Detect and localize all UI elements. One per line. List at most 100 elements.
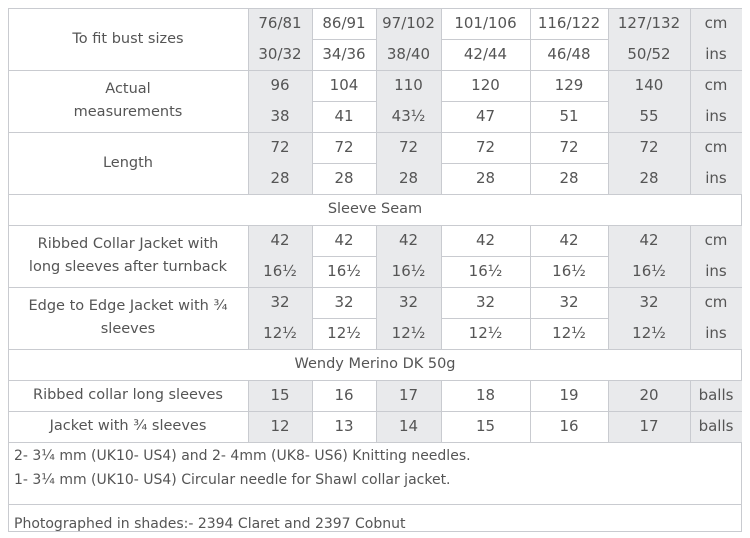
table-cell: 116/122 [537, 14, 601, 32]
row-divider [8, 225, 742, 226]
table-cell: 55 [608, 101, 690, 132]
table-cell: 12 [248, 411, 312, 442]
column-divider [376, 411, 377, 442]
column-divider [376, 380, 377, 411]
column-divider [441, 380, 442, 411]
table-cell: 96 [248, 70, 312, 101]
column-divider [248, 411, 249, 442]
row-divider [248, 101, 742, 102]
column-divider [312, 380, 313, 411]
row-label-line: Jacket with ¾ sleeves [49, 418, 207, 434]
unit-cell: ins [690, 39, 742, 70]
section-heading: Wendy Merino DK 50g [294, 356, 456, 372]
table-cell: 86/91 [322, 14, 366, 32]
row-label-line: To fit bust sizes [72, 30, 184, 47]
column-divider [690, 287, 691, 349]
table-cell: 16½ [327, 262, 361, 280]
column-divider [690, 380, 691, 411]
column-divider [376, 225, 377, 287]
row-divider [8, 70, 742, 71]
column-divider [608, 287, 609, 349]
table-cell: 51 [559, 107, 579, 125]
row-label: Jacket with ¾ sleeves [8, 411, 248, 442]
unit-cell: balls [690, 411, 742, 442]
table-cell: 15 [475, 417, 496, 435]
table-cell: 72 [248, 132, 312, 163]
table-cell: 17 [376, 380, 441, 411]
table-cell: 32 [376, 287, 441, 318]
table-cell: 32 [334, 293, 354, 311]
column-divider [608, 132, 609, 194]
table-cell: 72 [608, 132, 690, 163]
unit-cell: cm [690, 132, 742, 163]
row-label-line: Length [102, 154, 153, 171]
column-divider [376, 287, 377, 349]
column-divider [608, 70, 609, 132]
column-divider [608, 411, 609, 442]
column-divider [312, 70, 313, 132]
row-label-line: Ribbed collar long sleeves [33, 387, 223, 403]
section-heading: Sleeve Seam [327, 201, 423, 217]
row-label-line: long sleeves after turnback [28, 259, 228, 275]
row-divider [248, 163, 742, 164]
row-label-line: measurements [73, 104, 183, 120]
row-label-line: Ribbed Collar Jacket with [37, 236, 219, 252]
table-cell: 14 [376, 411, 441, 442]
row-label: Ribbed Collar Jacket with long sleeves af… [8, 225, 248, 287]
table-cell: 28 [475, 169, 496, 187]
column-divider [530, 411, 531, 442]
table-cell: 127/132 [608, 8, 690, 39]
row-label-line: Actual [105, 81, 151, 97]
column-divider [441, 8, 442, 70]
table-cell: 15 [248, 380, 312, 411]
table-cell: 42 [475, 231, 496, 249]
table-cell: 19 [559, 386, 579, 404]
table-cell: 32 [475, 293, 496, 311]
table-cell: 32 [248, 287, 312, 318]
table-cell: 43½ [376, 101, 441, 132]
column-divider [441, 411, 442, 442]
row-divider [8, 287, 742, 288]
table-cell: 28 [334, 169, 354, 187]
table-cell: 42 [334, 231, 354, 249]
column-divider [608, 8, 609, 70]
column-divider [376, 8, 377, 70]
table-cell: 76/81 [248, 8, 312, 39]
table-cell: 42 [608, 225, 690, 256]
unit-cell: ins [690, 163, 742, 194]
table-cell: 16 [334, 386, 354, 404]
table-cell: 110 [376, 70, 441, 101]
table-cell: 72 [559, 138, 579, 156]
column-divider [248, 287, 249, 349]
row-label: Actual measurements [8, 70, 248, 132]
table-cell: 12½ [608, 318, 690, 349]
table-cell: 16½ [468, 262, 503, 280]
row-divider [248, 39, 742, 40]
table-cell: 12½ [552, 324, 586, 342]
table-cell: 16 [559, 417, 579, 435]
column-divider [530, 8, 531, 70]
column-divider [248, 8, 249, 70]
table-cell: 42 [248, 225, 312, 256]
row-label: Edge to Edge Jacket with ¾ sleeves [8, 287, 248, 349]
row-divider [8, 442, 742, 443]
row-label-line: Edge to Edge Jacket with ¾ [28, 298, 228, 314]
table-cell: 20 [608, 380, 690, 411]
table-cell: 101/106 [454, 14, 517, 32]
column-divider [376, 132, 377, 194]
unit-cell: balls [690, 380, 742, 411]
column-divider [690, 225, 691, 287]
row-label: Length [8, 132, 248, 194]
column-divider [441, 132, 442, 194]
column-divider [690, 70, 691, 132]
table-cell: 32 [608, 287, 690, 318]
table-cell: 12½ [376, 318, 441, 349]
unit-cell: ins [690, 256, 742, 287]
table-cell: 28 [608, 163, 690, 194]
unit-cell: cm [690, 70, 742, 101]
table-cell: 28 [248, 163, 312, 194]
table-cell: 104 [329, 76, 359, 94]
table-cell: 72 [376, 132, 441, 163]
row-divider [8, 349, 742, 350]
